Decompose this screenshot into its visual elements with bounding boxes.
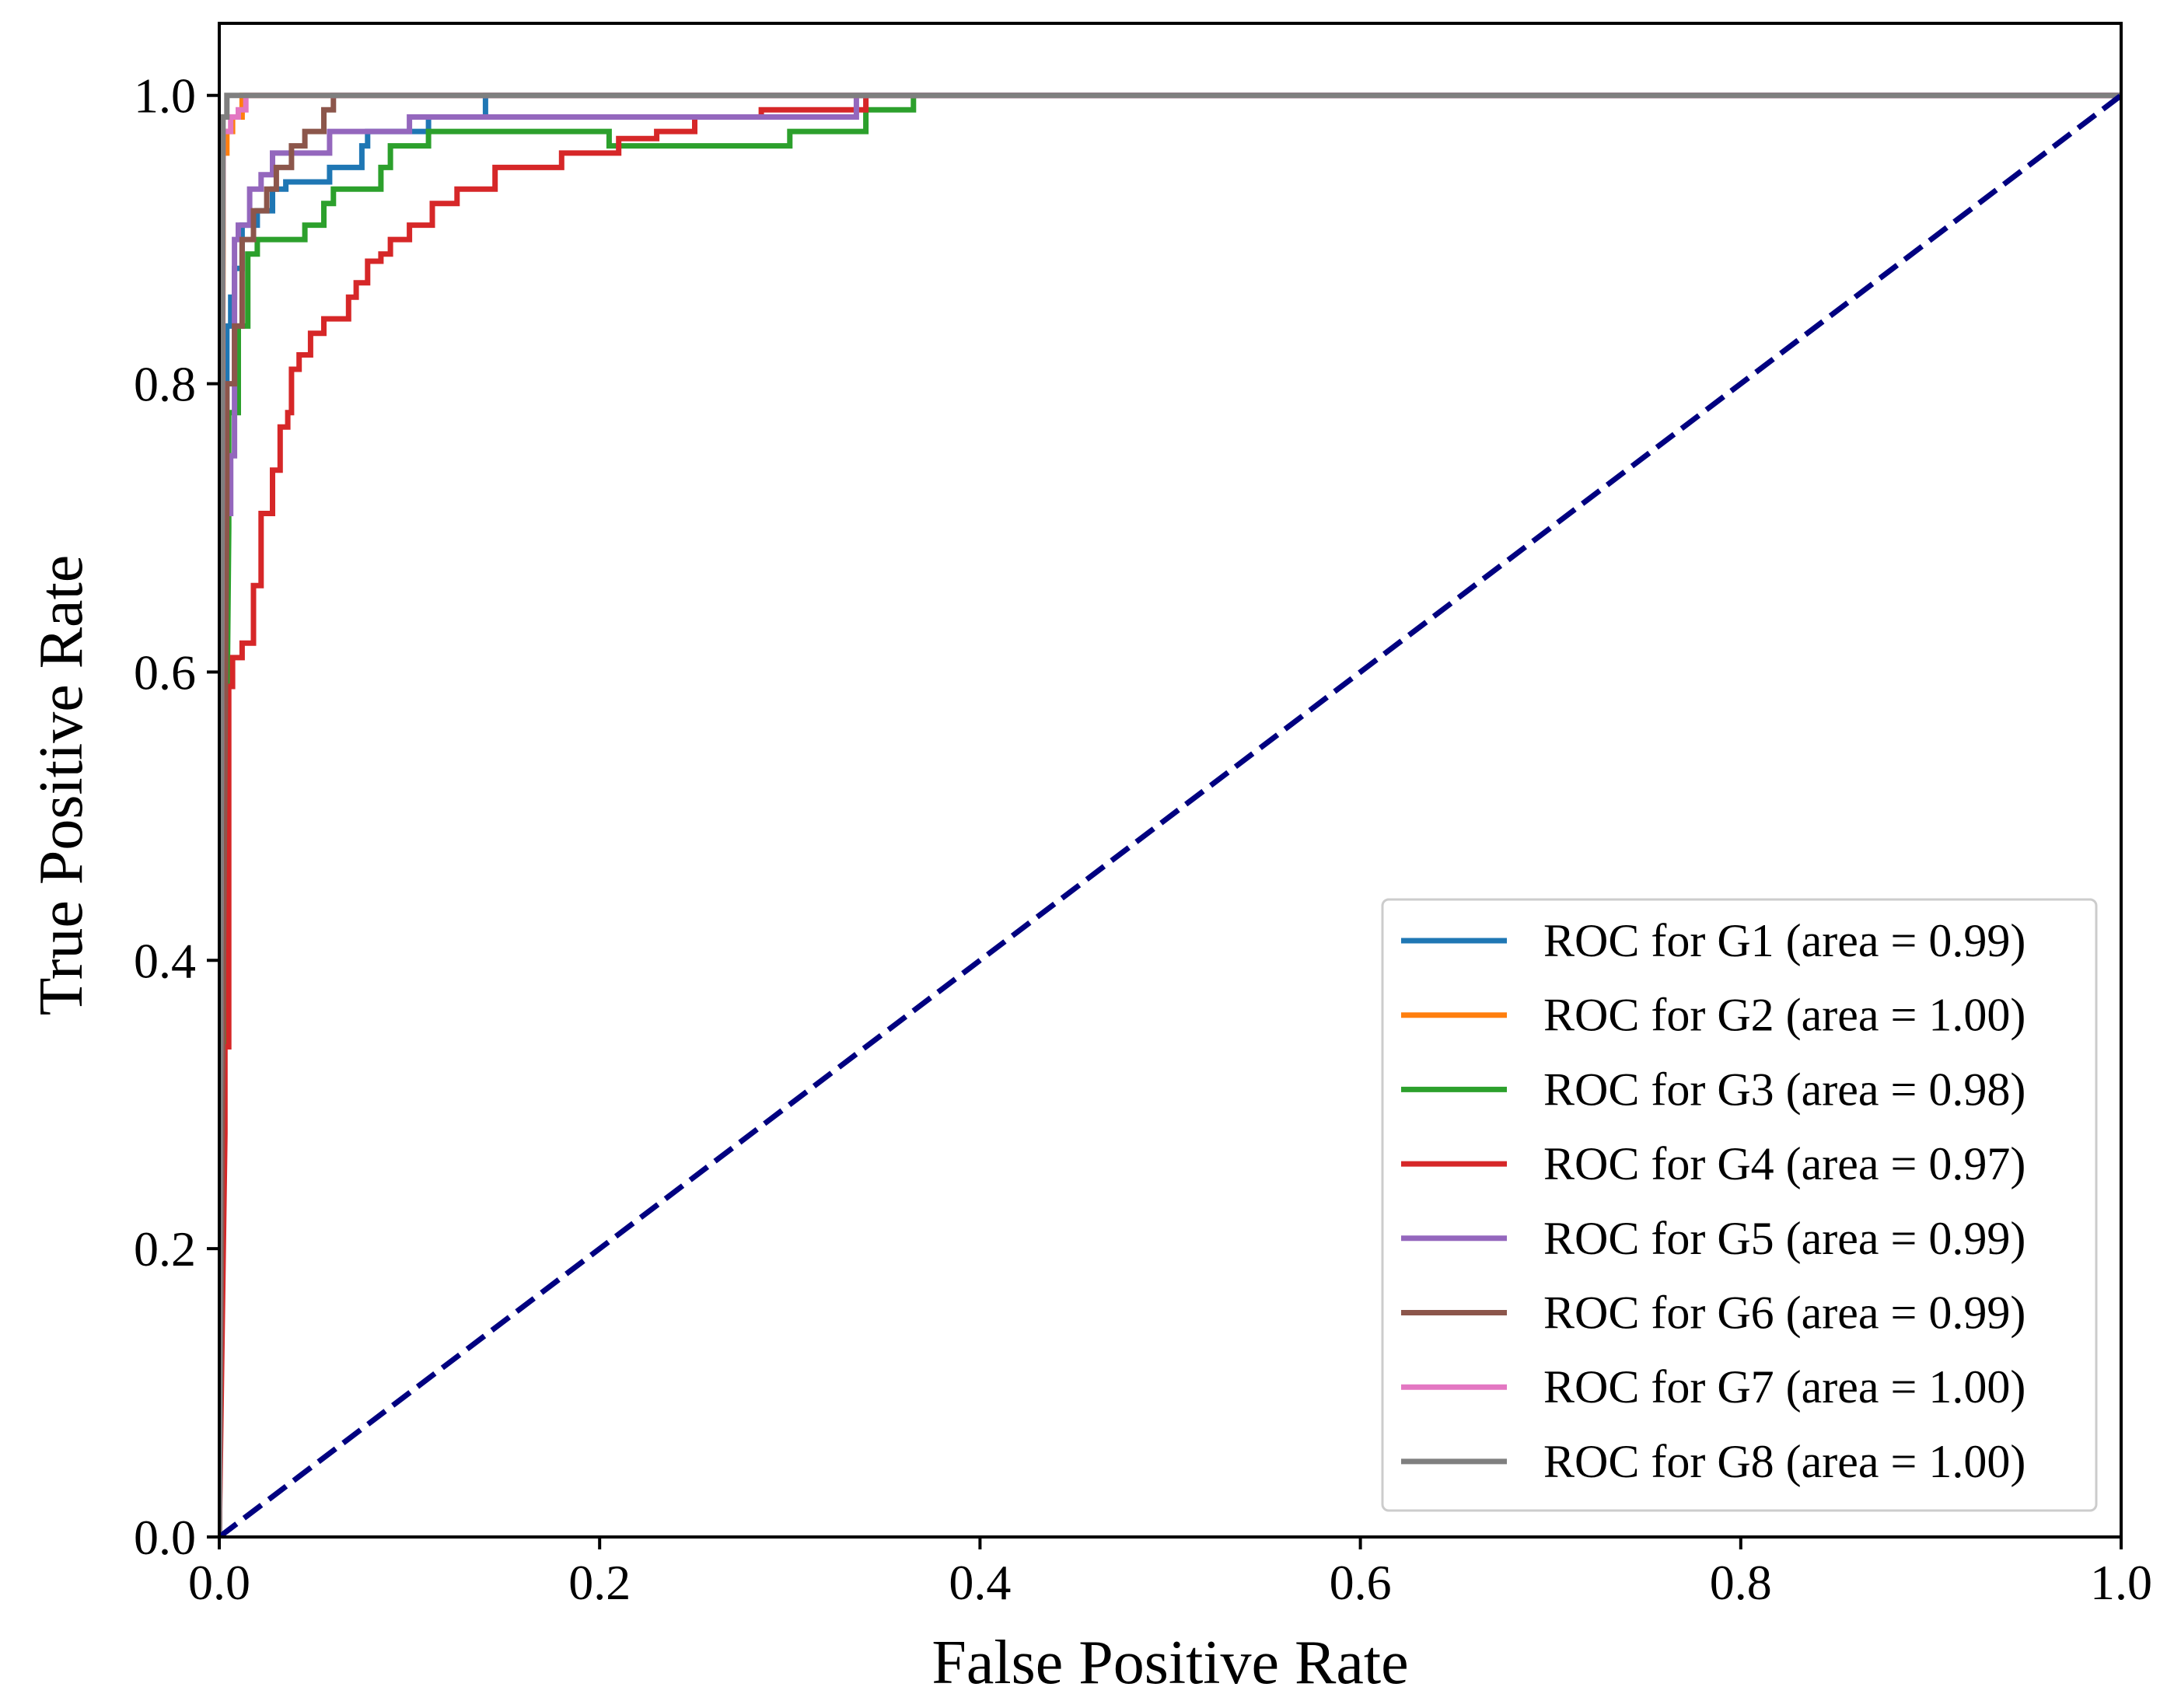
- y-tick-label: 0.0: [134, 1510, 196, 1565]
- x-tick-label: 0.4: [949, 1555, 1011, 1610]
- x-axis: 0.0 0.2 0.4 0.6 0.8 1.0: [188, 1537, 2152, 1610]
- legend-label-g4: ROC for G4 (area = 0.97): [1543, 1138, 2025, 1189]
- roc-curve-g8: [219, 93, 2121, 1537]
- y-tick-label: 0.8: [134, 357, 196, 412]
- y-tick-label: 0.6: [134, 644, 196, 700]
- legend: ROC for G1 (area = 0.99) ROC for G2 (area…: [1381, 898, 2098, 1512]
- x-tick-label: 0.6: [1330, 1555, 1392, 1610]
- roc-curves: [219, 93, 2121, 1537]
- roc-curve-g4: [219, 93, 2121, 1537]
- y-tick-label: 0.2: [134, 1221, 196, 1277]
- legend-label-g6: ROC for G6 (area = 0.99): [1543, 1287, 2025, 1339]
- roc-curve-g5: [219, 93, 2121, 1537]
- legend-label-g3: ROC for G3 (area = 0.98): [1543, 1064, 2025, 1115]
- legend-label-g1: ROC for G1 (area = 0.99): [1543, 915, 2025, 966]
- legend-frame: [1381, 898, 2098, 1512]
- x-axis-title: False Positive Rate: [931, 1629, 1408, 1697]
- roc-curve-g1: [219, 93, 2121, 1537]
- x-tick-label: 0.0: [188, 1555, 250, 1610]
- x-tick-label: 0.2: [568, 1555, 631, 1610]
- roc-curve-g3: [219, 93, 2121, 1537]
- legend-label-g7: ROC for G7 (area = 1.00): [1543, 1361, 2025, 1413]
- y-axis: 0.0 0.2 0.4 0.6 0.8 1.0: [134, 68, 219, 1565]
- y-axis-title: True Positive Rate: [27, 555, 96, 1016]
- chance-diagonal-line: [219, 93, 2121, 1537]
- y-tick-label: 1.0: [134, 68, 196, 124]
- x-tick-label: 1.0: [2090, 1555, 2152, 1610]
- plot-frame: [218, 22, 2123, 1539]
- legend-label-g2: ROC for G2 (area = 1.00): [1543, 990, 2025, 1041]
- y-tick-label: 0.4: [134, 933, 196, 988]
- roc-curve-g6: [219, 93, 2121, 1537]
- x-tick-label: 0.8: [1710, 1555, 1772, 1610]
- legend-label-g8: ROC for G8 (area = 1.00): [1543, 1436, 2025, 1487]
- legend-label-g5: ROC for G5 (area = 0.99): [1543, 1213, 2025, 1264]
